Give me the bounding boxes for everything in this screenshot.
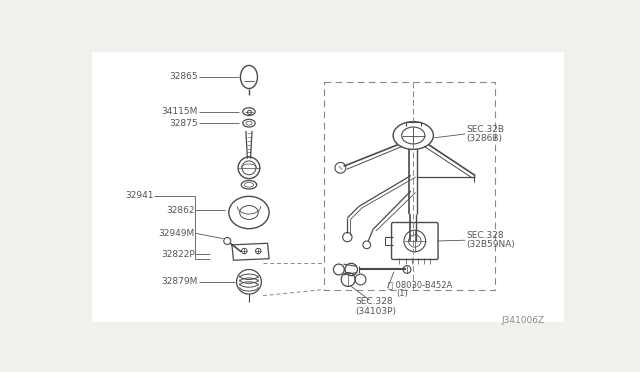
Text: (32B59NA): (32B59NA) bbox=[466, 240, 515, 249]
Text: J341006Z: J341006Z bbox=[502, 316, 545, 325]
Bar bbox=[324, 81, 495, 289]
Text: 32949M: 32949M bbox=[159, 229, 195, 238]
Text: 32865: 32865 bbox=[169, 73, 198, 81]
FancyBboxPatch shape bbox=[392, 222, 438, 260]
Text: 32941: 32941 bbox=[125, 191, 154, 200]
Text: Ⓑ 08030-B452A: Ⓑ 08030-B452A bbox=[388, 280, 452, 289]
Text: SEC.32B: SEC.32B bbox=[466, 125, 504, 134]
Text: 32862: 32862 bbox=[166, 206, 195, 215]
Text: 32879M: 32879M bbox=[161, 277, 198, 286]
Text: (1): (1) bbox=[396, 289, 408, 298]
Text: SEC.328: SEC.328 bbox=[466, 231, 504, 240]
Text: (34103P): (34103P) bbox=[355, 307, 396, 315]
Text: SEC.328: SEC.328 bbox=[355, 297, 393, 306]
Text: 32875: 32875 bbox=[169, 119, 198, 128]
Text: 34115M: 34115M bbox=[161, 107, 198, 116]
Text: 32822P: 32822P bbox=[161, 250, 195, 259]
Text: (3286B): (3286B) bbox=[466, 134, 502, 143]
